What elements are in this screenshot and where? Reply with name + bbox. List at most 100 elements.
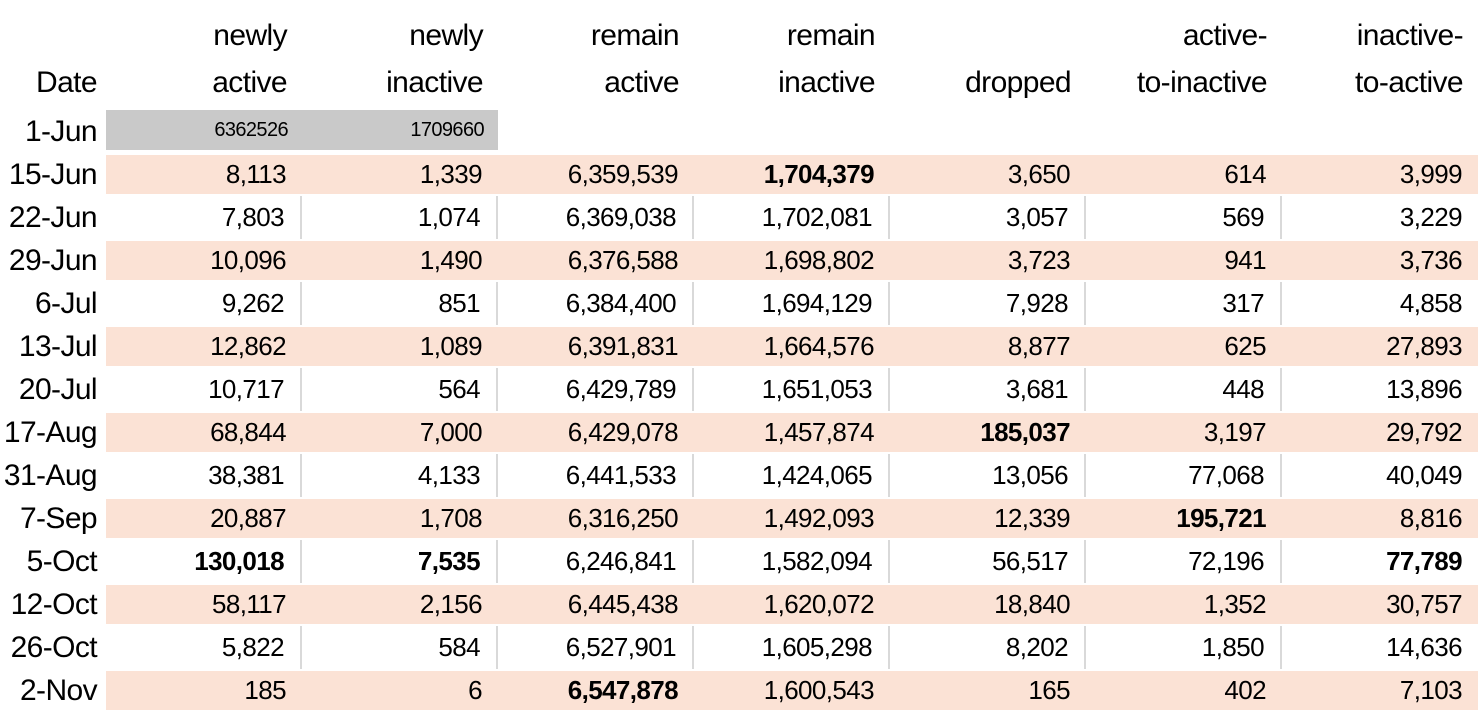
cell-remain-active[interactable]: 6,445,438 [498,583,694,626]
cell-date[interactable]: 7-Sep [19,501,98,535]
cell-newly-inactive[interactable]: 1,490 [302,239,498,282]
cell-date[interactable]: 1-Jun [24,114,98,148]
column-header-newly-inactive[interactable]: newly inactive [386,19,484,99]
cell-newly-active[interactable]: 9,262 [106,282,302,325]
cell-active-to-inactive[interactable]: 448 [1086,368,1282,411]
cell-remain-active[interactable]: 6,547,878 [498,669,694,712]
cell-newly-active[interactable]: 12,862 [106,325,302,368]
cell-dropped[interactable]: 8,877 [890,325,1086,368]
cell-inactive-to-active[interactable]: 14,636 [1386,632,1463,662]
cell-newly-inactive[interactable]: 1,089 [302,325,498,368]
cell-newly-inactive[interactable]: 1709660 [302,110,498,153]
cell-newly-inactive[interactable]: 7,000 [302,411,498,454]
cell-remain-inactive[interactable]: 1,620,072 [694,583,890,626]
cell-remain-inactive[interactable]: 1,457,874 [694,411,890,454]
cell-remain-active[interactable]: 6,441,533 [498,454,694,497]
cell-dropped[interactable]: 8,202 [890,626,1086,669]
column-header-date[interactable]: Date [36,66,98,99]
cell-remain-inactive[interactable]: 1,694,129 [694,282,890,325]
cell-newly-active[interactable]: 10,717 [106,368,302,411]
cell-date[interactable]: 29-Jun [8,243,98,277]
cell-active-to-inactive[interactable]: 77,068 [1086,454,1282,497]
cell-newly-active[interactable]: 58,117 [106,583,302,626]
cell-newly-inactive[interactable]: 564 [302,368,498,411]
cell-dropped[interactable]: 3,681 [890,368,1086,411]
cell-date[interactable]: 26-Oct [10,630,98,664]
cell-remain-inactive[interactable]: 1,492,093 [694,497,890,540]
cell-newly-active[interactable]: 68,844 [106,411,302,454]
cell-inactive-to-active[interactable]: 7,103 [1282,669,1478,712]
cell-remain-inactive[interactable]: 1,600,543 [694,669,890,712]
cell-inactive-to-active[interactable]: 8,816 [1282,497,1478,540]
cell-newly-active[interactable]: 185 [106,669,302,712]
cell-remain-inactive[interactable]: 1,704,379 [694,153,890,196]
cell-remain-active[interactable]: 6,359,539 [498,153,694,196]
cell-inactive-to-active[interactable]: 77,789 [1386,546,1463,576]
cell-dropped[interactable]: 56,517 [890,540,1086,583]
cell-dropped[interactable]: 13,056 [890,454,1086,497]
cell-date[interactable]: 2-Nov [19,673,98,707]
cell-remain-active[interactable]: 6,429,789 [498,368,694,411]
cell-date[interactable]: 6-Jul [34,286,98,320]
column-header-dropped[interactable]: dropped [965,66,1072,99]
column-header-remain-active[interactable]: remain active [590,19,680,99]
cell-newly-inactive[interactable]: 1,074 [302,196,498,239]
cell-newly-active[interactable]: 8,113 [106,153,302,196]
cell-newly-inactive[interactable]: 1,339 [302,153,498,196]
cell-active-to-inactive[interactable]: 614 [1086,153,1282,196]
cell-newly-active[interactable]: 6362526 [106,110,302,153]
cell-dropped[interactable]: 18,840 [890,583,1086,626]
cell-inactive-to-active[interactable]: 3,229 [1399,202,1463,232]
cell-remain-active[interactable]: 6,376,588 [498,239,694,282]
cell-active-to-inactive[interactable]: 3,197 [1086,411,1282,454]
cell-remain-inactive[interactable]: 1,702,081 [694,196,890,239]
cell-newly-active[interactable]: 38,381 [106,454,302,497]
cell-dropped[interactable]: 3,650 [890,153,1086,196]
cell-inactive-to-active[interactable]: 27,893 [1282,325,1478,368]
cell-remain-active[interactable] [498,110,694,153]
cell-inactive-to-active[interactable]: 40,049 [1386,460,1463,490]
cell-newly-active[interactable]: 10,096 [106,239,302,282]
cell-newly-inactive[interactable]: 1,708 [302,497,498,540]
column-header-remain-inactive[interactable]: remain inactive [778,19,876,99]
cell-remain-active[interactable]: 6,246,841 [498,540,694,583]
cell-newly-inactive[interactable]: 6 [302,669,498,712]
cell-remain-active[interactable]: 6,527,901 [498,626,694,669]
cell-remain-inactive[interactable]: 1,582,094 [694,540,890,583]
cell-active-to-inactive[interactable]: 569 [1086,196,1282,239]
cell-dropped[interactable]: 165 [890,669,1086,712]
cell-date[interactable]: 31-Aug [3,458,98,492]
cell-active-to-inactive[interactable]: 941 [1086,239,1282,282]
cell-remain-active[interactable]: 6,369,038 [498,196,694,239]
cell-active-to-inactive[interactable]: 625 [1086,325,1282,368]
cell-date[interactable]: 15-Jun [8,157,98,191]
column-header-inactive-to-active[interactable]: inactive- to-active [1355,19,1464,99]
cell-remain-inactive[interactable] [694,110,890,153]
cell-date[interactable]: 17-Aug [3,415,98,449]
cell-inactive-to-active[interactable]: 30,757 [1282,583,1478,626]
cell-newly-inactive[interactable]: 7,535 [302,540,498,583]
cell-dropped[interactable]: 3,723 [890,239,1086,282]
cell-date[interactable]: 13-Jul [18,329,98,363]
cell-inactive-to-active[interactable]: 4,858 [1399,288,1463,318]
cell-inactive-to-active[interactable]: 29,792 [1282,411,1478,454]
cell-active-to-inactive[interactable]: 317 [1086,282,1282,325]
cell-remain-inactive[interactable]: 1,605,298 [694,626,890,669]
cell-newly-inactive[interactable]: 4,133 [302,454,498,497]
cell-newly-active[interactable]: 7,803 [106,196,302,239]
cell-remain-inactive[interactable]: 1,664,576 [694,325,890,368]
cell-remain-inactive[interactable]: 1,424,065 [694,454,890,497]
cell-newly-active[interactable]: 5,822 [106,626,302,669]
cell-dropped[interactable]: 185,037 [890,411,1086,454]
cell-active-to-inactive[interactable]: 1,352 [1086,583,1282,626]
cell-remain-active[interactable]: 6,391,831 [498,325,694,368]
cell-newly-inactive[interactable]: 2,156 [302,583,498,626]
cell-active-to-inactive[interactable]: 195,721 [1086,497,1282,540]
cell-newly-inactive[interactable]: 851 [302,282,498,325]
column-header-newly-active[interactable]: newly active [212,19,287,99]
cell-dropped[interactable]: 12,339 [890,497,1086,540]
cell-remain-active[interactable]: 6,384,400 [498,282,694,325]
cell-active-to-inactive[interactable]: 1,850 [1086,626,1282,669]
cell-active-to-inactive[interactable] [1086,110,1282,153]
cell-date[interactable]: 22-Jun [8,200,98,234]
